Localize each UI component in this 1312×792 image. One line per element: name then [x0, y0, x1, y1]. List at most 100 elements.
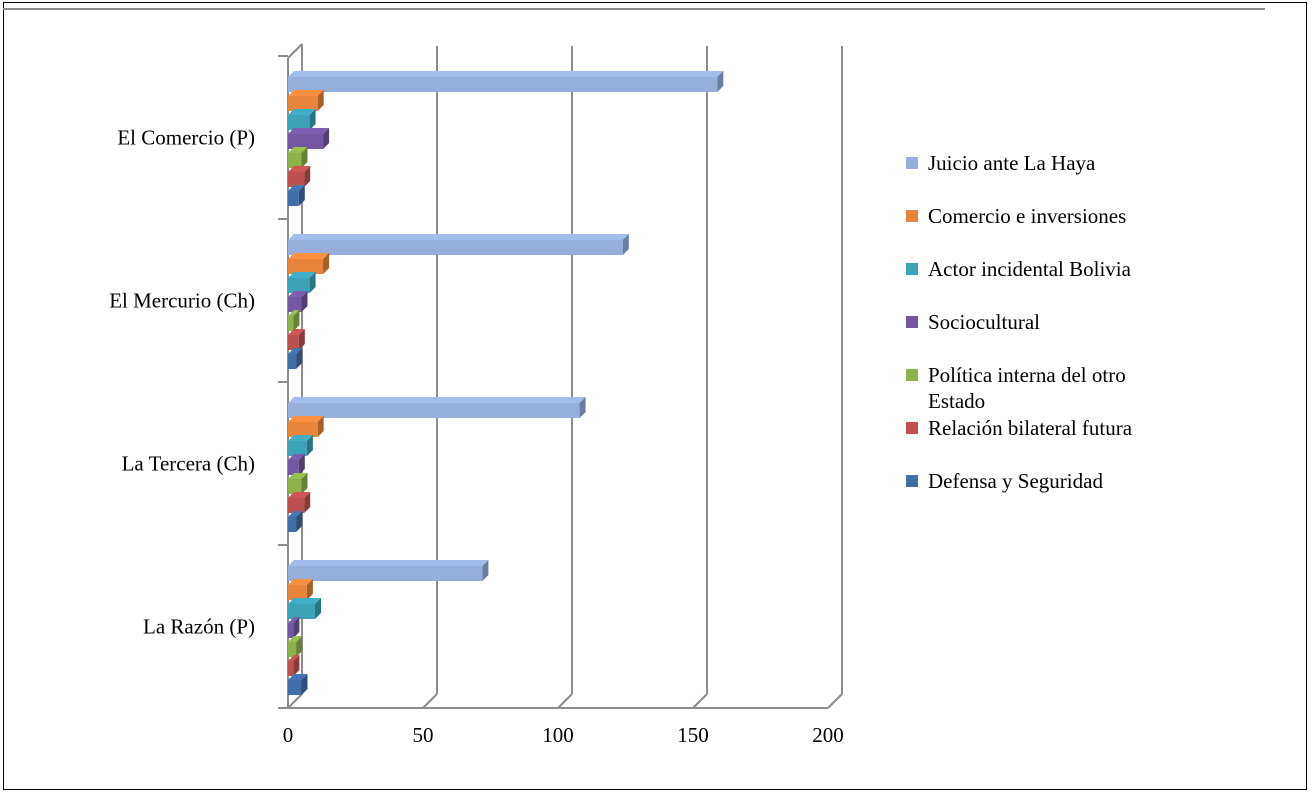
bar-top: [288, 71, 724, 77]
bar-front: [288, 191, 299, 206]
side-wall-top: [287, 43, 303, 59]
bar: [288, 147, 308, 168]
bar-top: [288, 329, 305, 335]
bar-side: [296, 348, 303, 369]
bar: [288, 435, 313, 456]
top-rule: [3, 8, 1265, 10]
legend-label-line: Defensa y Seguridad: [928, 469, 1103, 493]
bar: [288, 185, 305, 206]
bar-top: [288, 636, 303, 642]
bar: [288, 234, 629, 255]
bar-front: [288, 441, 307, 456]
bar-front: [288, 278, 310, 293]
legend: Juicio ante La Haya Comercio e inversione…: [906, 151, 1133, 493]
legend-item: Comercio e inversiones: [906, 204, 1126, 228]
bar-side: [301, 147, 308, 168]
x-tick-label: 100: [542, 723, 574, 747]
bar: [288, 598, 321, 619]
chart-frame: [3, 2, 1307, 790]
bar-side: [298, 329, 305, 350]
bar: [288, 560, 489, 581]
bar-front: [288, 642, 297, 657]
bar-side: [323, 253, 330, 274]
bar: [288, 636, 303, 657]
legend-label-line: Estado: [928, 389, 985, 413]
bar-front: [288, 115, 310, 130]
bar-front: [288, 680, 302, 695]
bar-side: [301, 473, 308, 494]
legend-item: Juicio ante La Haya: [906, 151, 1096, 175]
bar-front: [288, 316, 294, 331]
floor-gridline: [692, 693, 708, 709]
bar: [288, 291, 308, 312]
bar-top: [288, 598, 321, 604]
bar-top: [288, 435, 313, 441]
bar-top: [288, 109, 316, 115]
x-tick-label: 150: [677, 723, 709, 747]
legend-swatch: [906, 422, 918, 434]
floor-gridline: [422, 693, 438, 709]
bar-side: [296, 511, 303, 532]
legend-swatch: [906, 316, 918, 328]
legend-label: Sociocultural: [928, 310, 1040, 334]
legend-label: Política interna del otro Estado: [928, 363, 1126, 413]
bar-top: [288, 454, 305, 460]
legend-item: Sociocultural: [906, 310, 1040, 334]
category-label: El Mercurio (Ch): [109, 289, 255, 313]
bar-top: [288, 234, 629, 240]
bar-top: [288, 674, 308, 680]
bar: [288, 90, 324, 111]
bar: [288, 348, 303, 369]
bar-front: [288, 240, 623, 255]
bar: [288, 579, 313, 600]
bar: [288, 454, 305, 475]
legend-swatch: [906, 475, 918, 487]
bar-front: [288, 259, 324, 274]
bar: [288, 397, 586, 418]
bar-front: [288, 566, 483, 581]
bar-front: [288, 354, 297, 369]
bar-side: [304, 166, 311, 187]
bar: [288, 71, 724, 92]
bar-side: [579, 397, 586, 418]
legend-label: Comercio e inversiones: [928, 204, 1126, 228]
bar-front: [288, 585, 307, 600]
bar-front: [288, 623, 294, 638]
bar-side: [301, 291, 308, 312]
bar-top: [288, 147, 308, 153]
bar-front: [288, 153, 302, 168]
bar-top: [288, 253, 330, 259]
legend-label: Actor incidental Bolivia: [928, 257, 1132, 281]
bar-top: [288, 617, 300, 623]
category-label: El Comercio (P): [117, 126, 255, 150]
legend-item: Relación bilateral futura: [906, 416, 1133, 440]
category-label: La Tercera (Ch): [122, 452, 255, 476]
bar: [288, 473, 308, 494]
bar-front: [288, 297, 302, 312]
floor-gridline: [827, 693, 843, 709]
bar: [288, 253, 330, 274]
bar-side: [293, 655, 300, 676]
bar-side: [622, 234, 629, 255]
bar-front: [288, 460, 299, 475]
legend-label-line: Sociocultural: [928, 310, 1040, 334]
bar: [288, 655, 300, 676]
bar: [288, 617, 300, 638]
bar-side: [306, 579, 313, 600]
bar-top: [288, 579, 313, 585]
legend-label-line: Actor incidental Bolivia: [928, 257, 1132, 281]
bar-top: [288, 473, 308, 479]
bar: [288, 272, 316, 293]
bar: [288, 511, 303, 532]
bar-front: [288, 498, 305, 513]
bar-side: [306, 435, 313, 456]
bar-side: [317, 90, 324, 111]
bar: [288, 492, 311, 513]
bar-side: [482, 560, 489, 581]
bar-side: [293, 310, 300, 331]
bar-front: [288, 134, 324, 149]
bar: [288, 329, 305, 350]
bar-front: [288, 77, 718, 92]
bar-side: [304, 492, 311, 513]
bar-front: [288, 403, 580, 418]
